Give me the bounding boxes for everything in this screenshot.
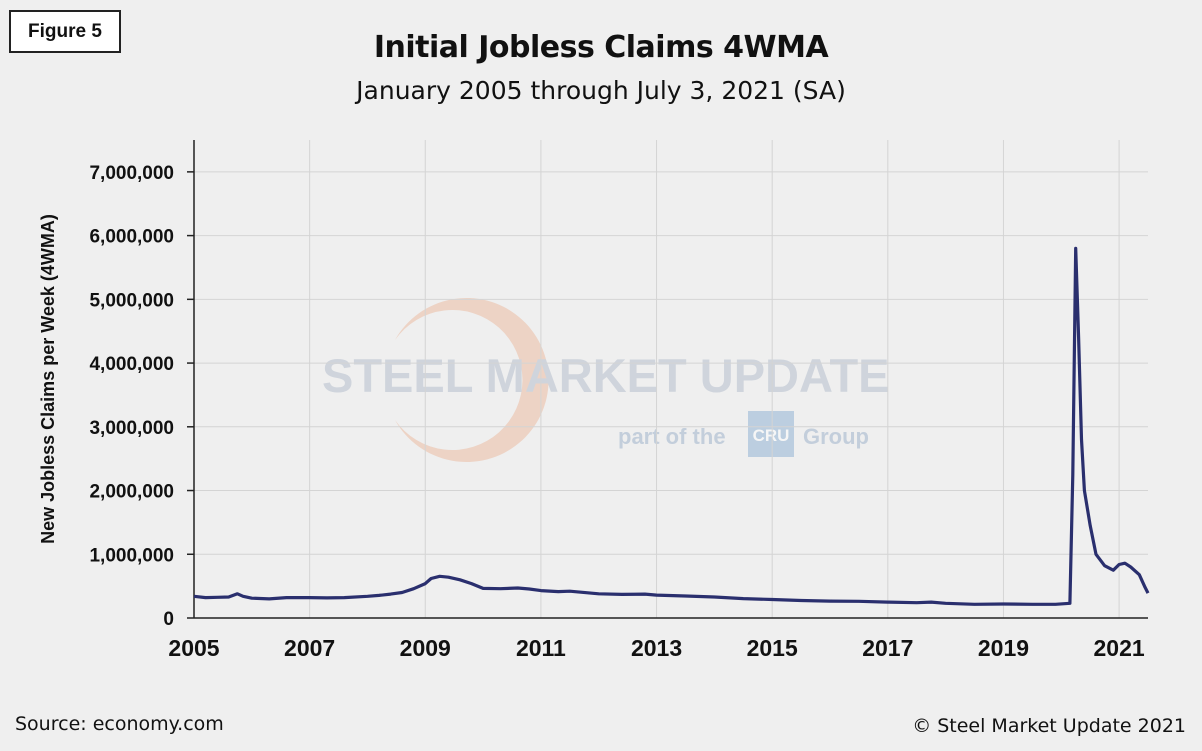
copyright-note: © Steel Market Update 2021 — [912, 715, 1186, 737]
watermark-brand: STEEL MARKET UPDATE — [322, 349, 890, 402]
watermark-cru-box — [748, 411, 794, 457]
series-line-jobless-claims — [193, 246, 1150, 606]
source-note: Source: economy.com — [15, 713, 224, 735]
x-tick-label: 2021 — [1094, 635, 1145, 661]
watermark-tagline-prefix: part of the — [618, 424, 726, 449]
x-tick-label: 2005 — [168, 635, 219, 661]
y-tick-label: 5,000,000 — [89, 290, 174, 311]
y-tick-label: 1,000,000 — [89, 545, 174, 566]
y-tick-label: 2,000,000 — [89, 482, 174, 503]
watermark-cru-logo: CRU — [753, 426, 790, 445]
y-tick-label: 4,000,000 — [89, 354, 174, 375]
x-tick-label: 2015 — [747, 635, 798, 661]
y-tick-label: 7,000,000 — [89, 163, 174, 184]
watermark-swoosh — [395, 298, 549, 462]
x-tick-label: 2007 — [284, 635, 335, 661]
x-tick-label: 2013 — [631, 635, 682, 661]
watermark-logo: STEEL MARKET UPDATE part of the CRU Grou… — [322, 298, 890, 462]
chart-title: Initial Jobless Claims 4WMA — [373, 30, 829, 65]
watermark-tagline-suffix: Group — [803, 424, 869, 449]
y-tick-labels: 0 1,000,000 2,000,000 3,000,000 4,000,000 5,0… — [89, 163, 174, 630]
x-tick-label: 2009 — [400, 635, 451, 661]
chart-subtitle: January 2005 through July 3, 2021 (SA) — [356, 76, 846, 105]
y-tick-label: 6,000,000 — [89, 227, 174, 248]
y-tick-label: 3,000,000 — [89, 418, 174, 439]
y-axis-label: New Jobless Claims per Week (4WMA) — [38, 214, 58, 544]
x-tick-label: 2011 — [516, 635, 566, 661]
axes — [187, 140, 1148, 619]
grid-lines — [194, 140, 1148, 618]
figure-label: Figure 5 — [9, 10, 121, 53]
x-tick-labels: 2005 2007 2009 2011 2013 2015 2017 2019 2021 — [168, 635, 1144, 661]
y-tick-label: 0 — [163, 609, 174, 630]
x-tick-label: 2019 — [978, 635, 1029, 661]
x-tick-label: 2017 — [862, 635, 913, 661]
